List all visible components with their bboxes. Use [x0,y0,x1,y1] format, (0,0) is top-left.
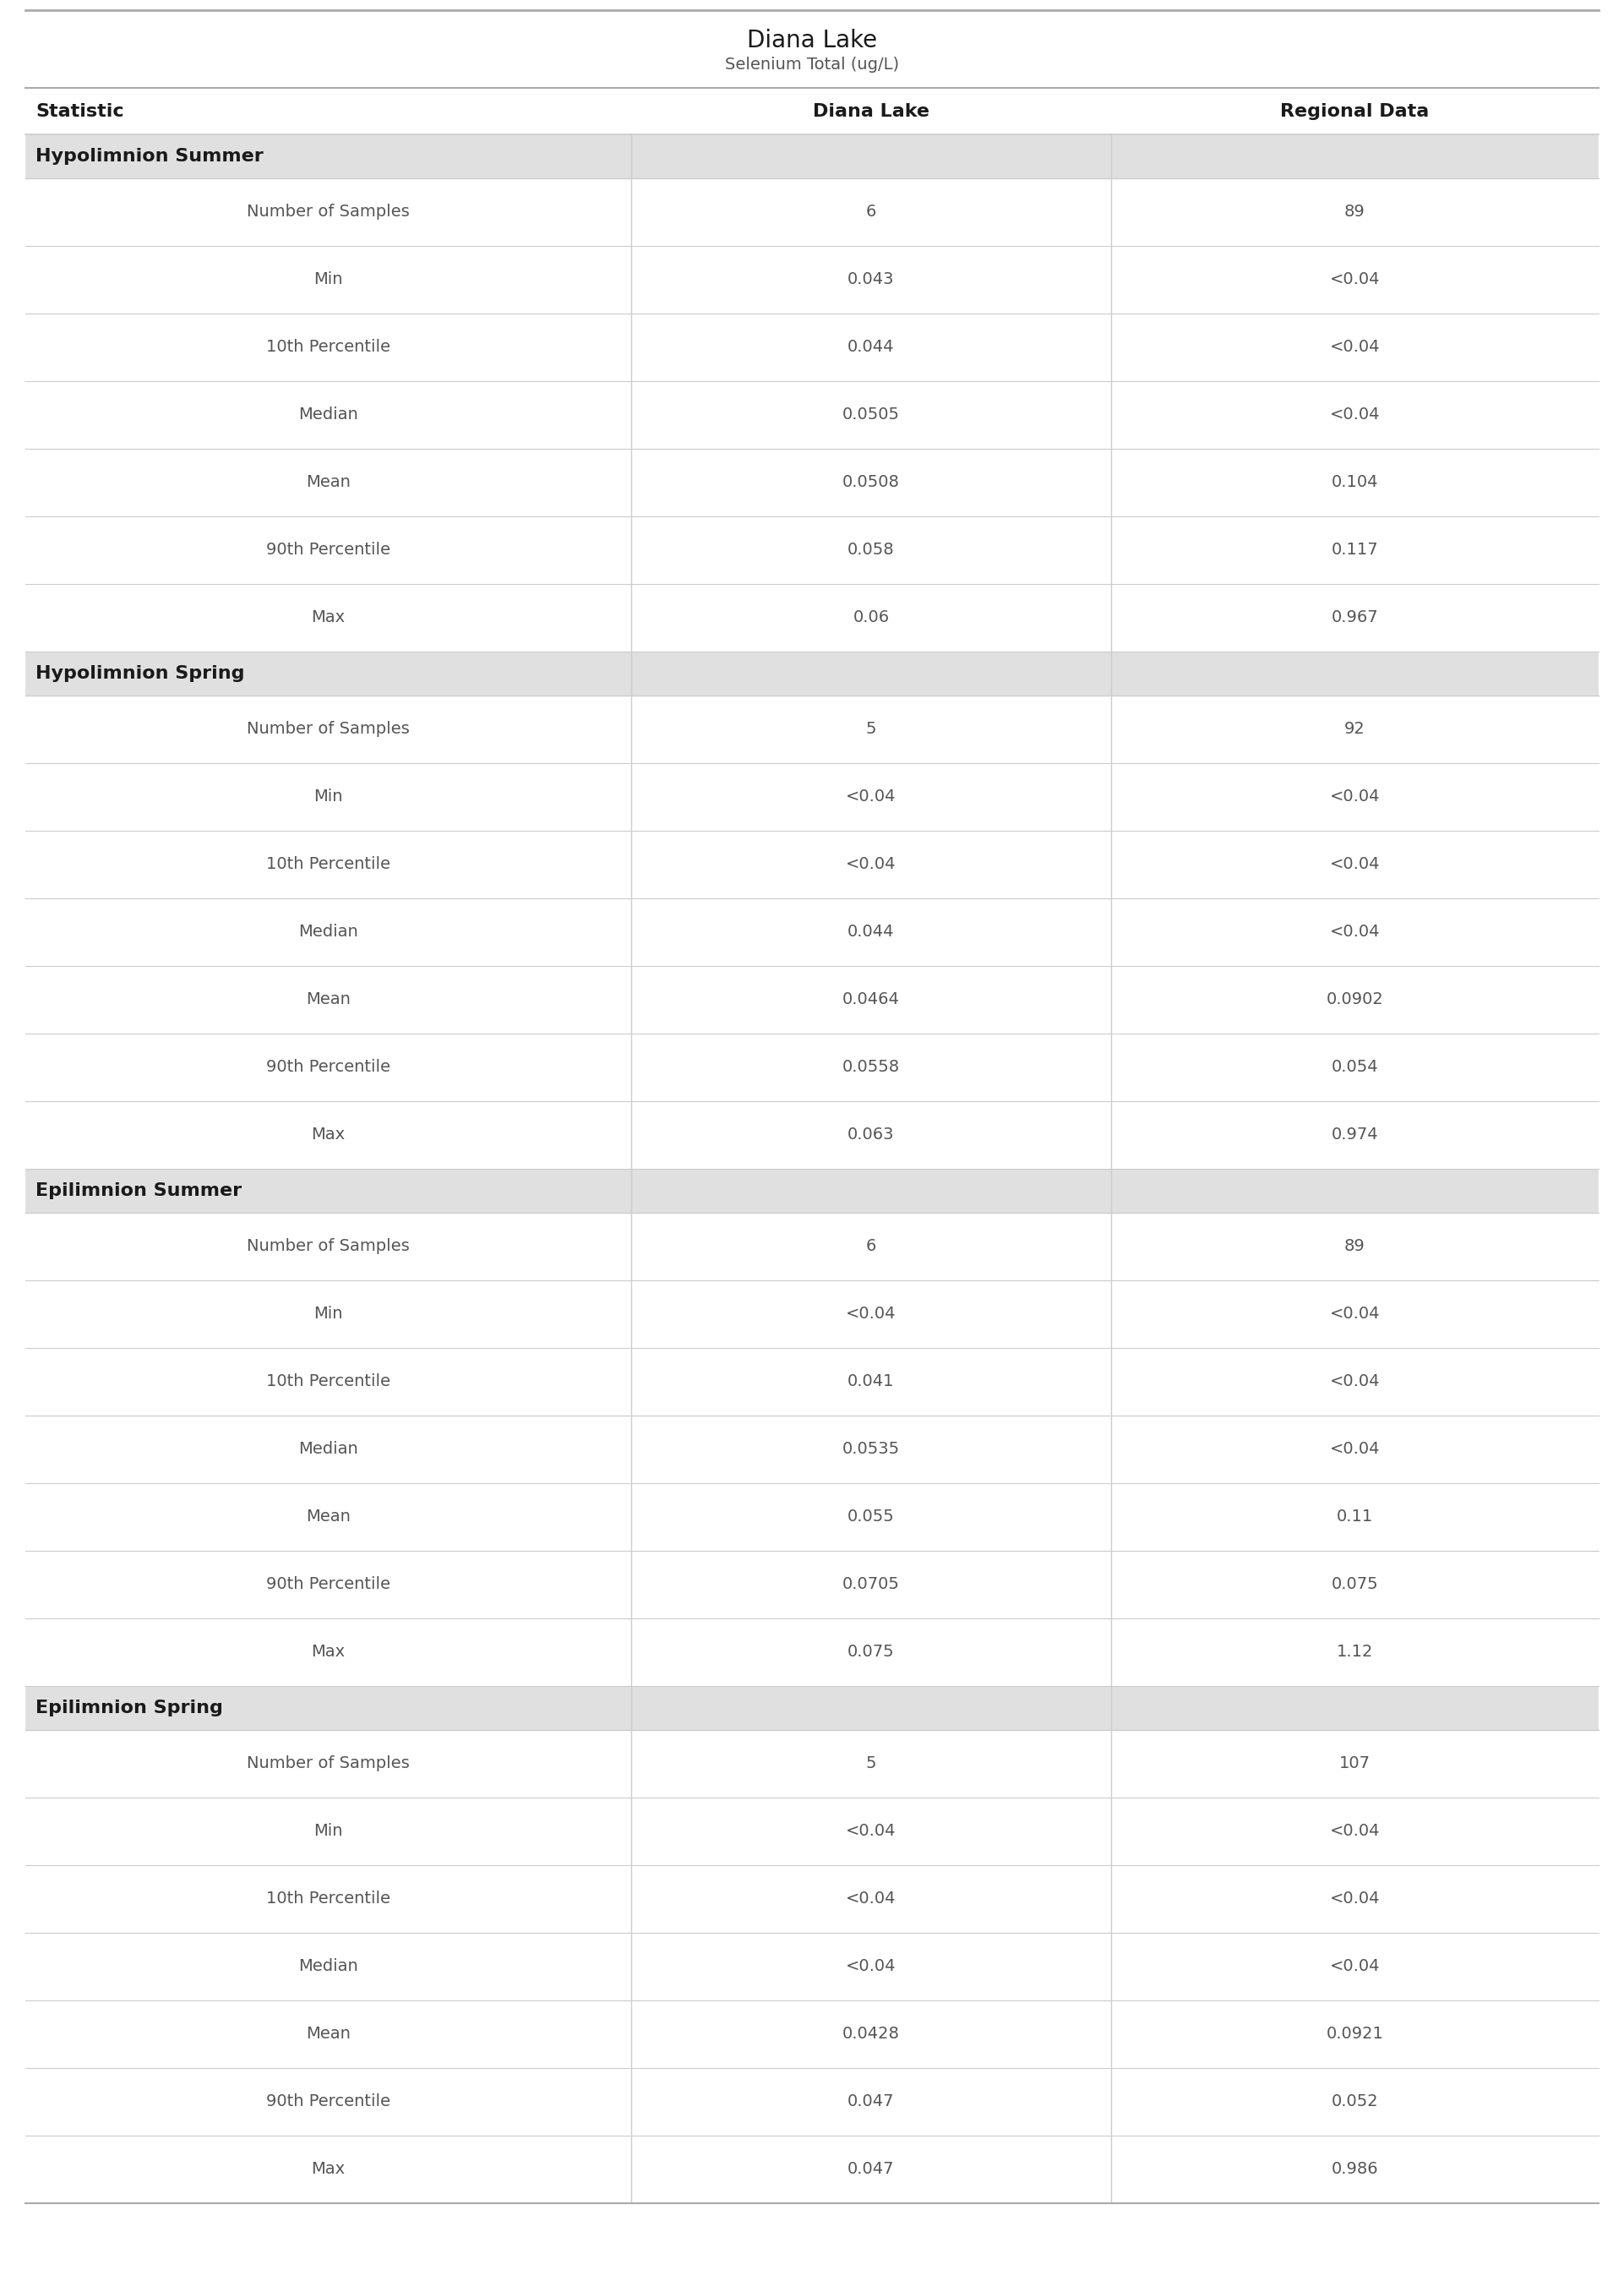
Text: 89: 89 [1345,204,1366,220]
Text: 0.047: 0.047 [848,2161,895,2177]
Text: 90th Percentile: 90th Percentile [266,543,390,558]
Text: 0.063: 0.063 [848,1126,895,1144]
Text: Hypolimnion Summer: Hypolimnion Summer [36,148,263,166]
Text: 0.044: 0.044 [848,924,895,940]
Text: 0.11: 0.11 [1337,1510,1372,1525]
Text: 0.0558: 0.0558 [843,1060,900,1076]
Text: 0.0428: 0.0428 [843,2027,900,2043]
Text: <0.04: <0.04 [846,1891,896,1907]
Text: 0.0505: 0.0505 [843,406,900,422]
Text: 10th Percentile: 10th Percentile [266,1891,390,1907]
Text: 0.052: 0.052 [1332,2093,1379,2109]
Text: 0.075: 0.075 [1332,1578,1379,1594]
Text: Max: Max [312,1126,346,1144]
Text: 0.043: 0.043 [848,272,895,288]
Text: Diana Lake: Diana Lake [747,30,877,52]
Text: 5: 5 [866,722,877,738]
Text: Number of Samples: Number of Samples [247,1239,409,1255]
Text: Median: Median [299,924,359,940]
Text: <0.04: <0.04 [1330,1373,1380,1389]
Text: Mean: Mean [305,1510,351,1525]
Bar [26,651,1598,695]
Text: 0.06: 0.06 [853,611,890,627]
Text: 107: 107 [1340,1755,1371,1773]
Text: Diana Lake: Diana Lake [812,102,929,120]
Text: 10th Percentile: 10th Percentile [266,856,390,872]
Text: 0.974: 0.974 [1332,1126,1379,1144]
Text: Median: Median [299,406,359,422]
Text: Median: Median [299,1441,359,1457]
Text: Max: Max [312,611,346,627]
Text: 89: 89 [1345,1239,1366,1255]
Text: 0.055: 0.055 [848,1510,895,1525]
Text: 0.104: 0.104 [1332,474,1379,490]
Text: Mean: Mean [305,992,351,1008]
Text: <0.04: <0.04 [1330,272,1380,288]
Text: Min: Min [313,790,343,806]
Text: Statistic: Statistic [36,102,123,120]
Text: 0.041: 0.041 [848,1373,895,1389]
Text: 90th Percentile: 90th Percentile [266,2093,390,2109]
Text: Selenium Total (ug/L): Selenium Total (ug/L) [724,57,900,73]
Text: Number of Samples: Number of Samples [247,1755,409,1773]
Text: Median: Median [299,1959,359,1975]
Text: <0.04: <0.04 [846,1959,896,1975]
Text: 0.986: 0.986 [1332,2161,1379,2177]
Text: Number of Samples: Number of Samples [247,722,409,738]
Text: 0.058: 0.058 [848,543,895,558]
Text: 5: 5 [866,1755,877,1773]
Text: 90th Percentile: 90th Percentile [266,1578,390,1594]
Text: 6: 6 [866,1239,877,1255]
Text: <0.04: <0.04 [1330,406,1380,422]
Text: 10th Percentile: 10th Percentile [266,338,390,356]
Text: Regional Data: Regional Data [1280,102,1429,120]
Text: 0.0535: 0.0535 [843,1441,900,1457]
Text: 0.075: 0.075 [848,1643,895,1659]
Text: <0.04: <0.04 [1330,1823,1380,1839]
Text: <0.04: <0.04 [1330,1305,1380,1321]
Text: 0.0705: 0.0705 [843,1578,900,1594]
Bar [26,1169,1598,1212]
Text: <0.04: <0.04 [1330,338,1380,356]
Text: Mean: Mean [305,2027,351,2043]
Text: 0.117: 0.117 [1332,543,1379,558]
Text: 90th Percentile: 90th Percentile [266,1060,390,1076]
Text: Min: Min [313,1823,343,1839]
Text: <0.04: <0.04 [1330,1959,1380,1975]
Text: Epilimnion Spring: Epilimnion Spring [36,1700,222,1716]
Text: Number of Samples: Number of Samples [247,204,409,220]
Text: 0.044: 0.044 [848,338,895,356]
Text: 0.0902: 0.0902 [1327,992,1384,1008]
Text: <0.04: <0.04 [846,856,896,872]
Text: 6: 6 [866,204,877,220]
Text: <0.04: <0.04 [1330,1891,1380,1907]
Text: 0.0508: 0.0508 [843,474,900,490]
Text: <0.04: <0.04 [846,1823,896,1839]
Text: Epilimnion Summer: Epilimnion Summer [36,1183,242,1199]
Text: Min: Min [313,272,343,288]
Text: Max: Max [312,2161,346,2177]
Text: <0.04: <0.04 [1330,924,1380,940]
Text: 0.0921: 0.0921 [1327,2027,1384,2043]
Text: <0.04: <0.04 [846,1305,896,1321]
Text: 0.054: 0.054 [1332,1060,1379,1076]
Text: 0.967: 0.967 [1332,611,1379,627]
Bar [26,1687,1598,1730]
Bar [26,134,1598,179]
Text: Hypolimnion Spring: Hypolimnion Spring [36,665,245,681]
Text: <0.04: <0.04 [1330,1441,1380,1457]
Text: Mean: Mean [305,474,351,490]
Text: Max: Max [312,1643,346,1659]
Text: 92: 92 [1345,722,1366,738]
Text: <0.04: <0.04 [1330,856,1380,872]
Text: <0.04: <0.04 [846,790,896,806]
Text: 1.12: 1.12 [1337,1643,1374,1659]
Text: Min: Min [313,1305,343,1321]
Text: 0.047: 0.047 [848,2093,895,2109]
Text: 0.0464: 0.0464 [843,992,900,1008]
Text: 10th Percentile: 10th Percentile [266,1373,390,1389]
Text: <0.04: <0.04 [1330,790,1380,806]
